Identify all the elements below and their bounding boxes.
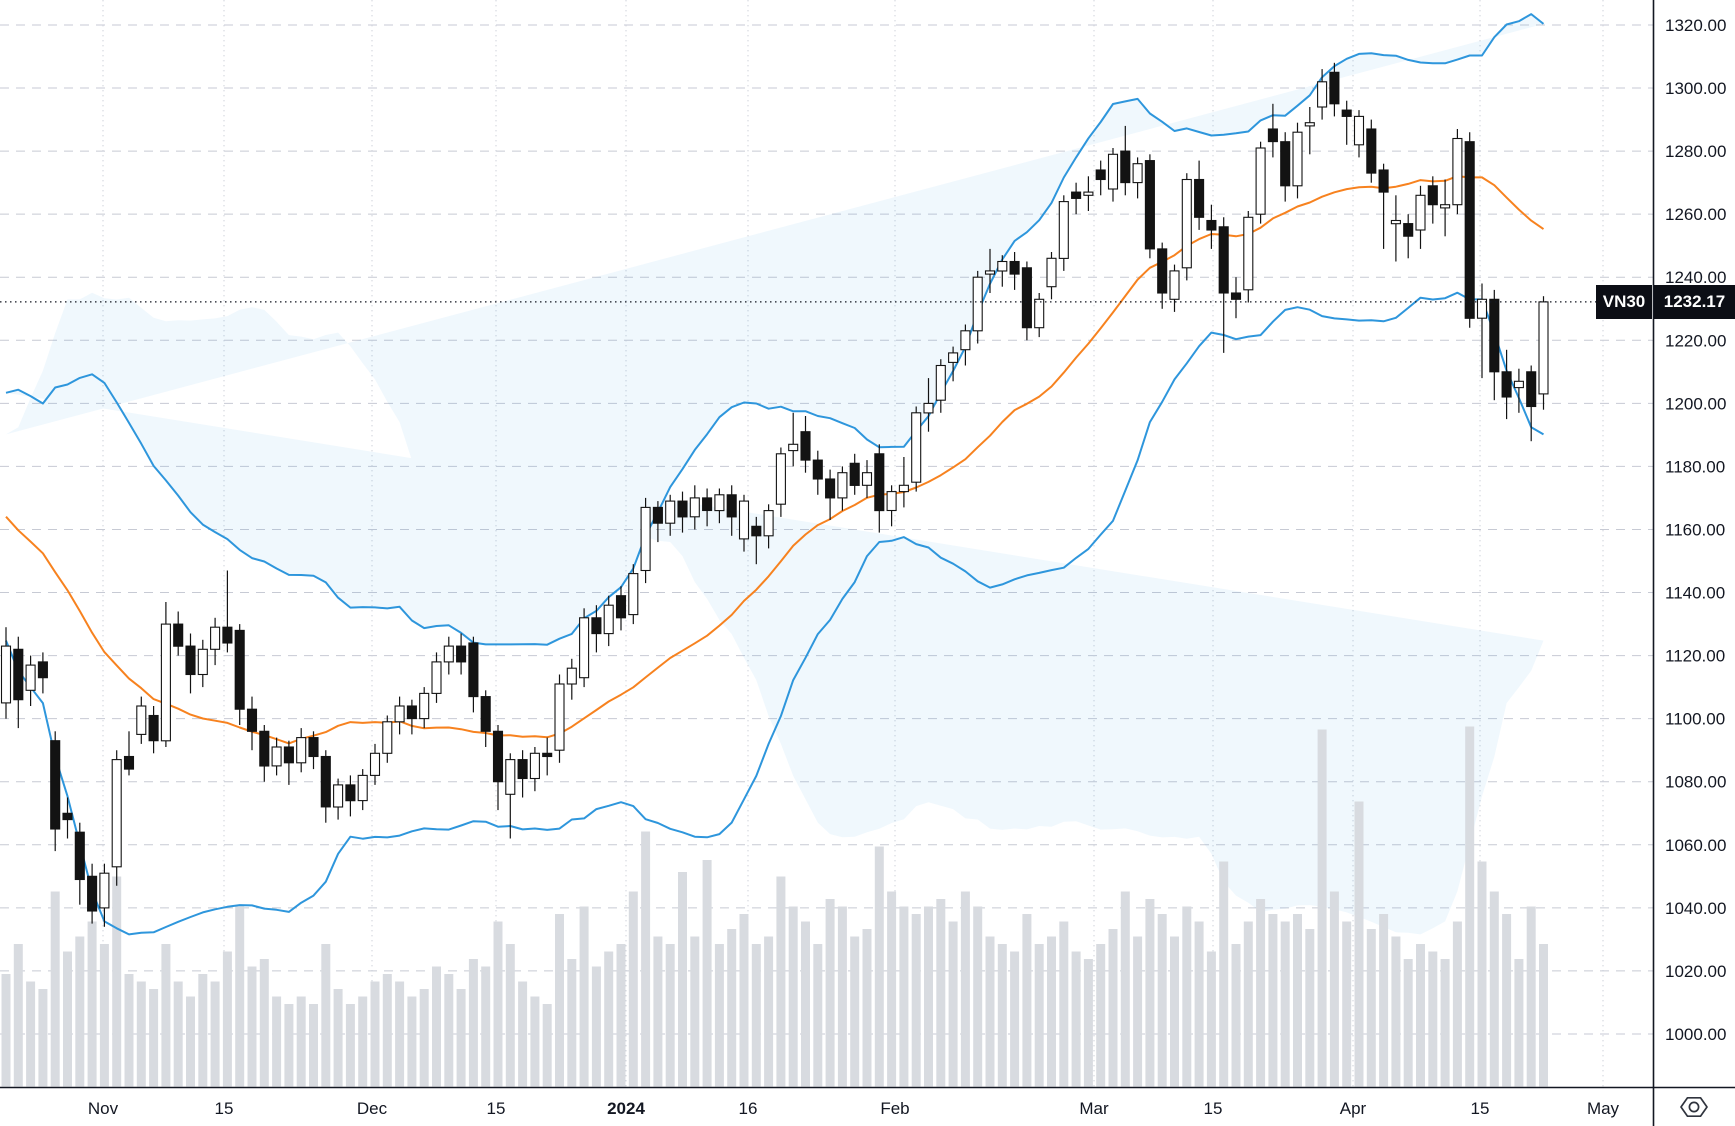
bollinger-upper-line xyxy=(5,13,1545,646)
time-tick-label: 16 xyxy=(739,1099,758,1118)
bollinger-lower-line xyxy=(5,291,1545,936)
price-axis-labels: 1320.00 1300.00 1280.00 1260.00 1240.00 1220.… xyxy=(1665,16,1726,1044)
price-tick-label: 1120.00 xyxy=(1665,647,1725,666)
time-tick-label: Nov xyxy=(88,1099,119,1118)
price-tick-label: 1040.00 xyxy=(1665,899,1726,918)
time-axis-labels: Nov 15 Dec 15 2024 16 Feb Mar 15 Apr 15 May xyxy=(88,1099,1620,1118)
price-tick-label: 1320.00 xyxy=(1665,16,1726,35)
price-scale-settings-button[interactable] xyxy=(1670,1092,1718,1122)
time-tick-label: Mar xyxy=(1079,1099,1109,1118)
grid-layer xyxy=(0,0,1653,1087)
time-tick-label: 15 xyxy=(215,1099,234,1118)
time-tick-label: 2024 xyxy=(607,1099,645,1118)
time-tick-label: Apr xyxy=(1340,1099,1367,1118)
last-price-badge: 1232.17 xyxy=(1654,285,1735,319)
time-scale[interactable] xyxy=(0,1088,1653,1126)
price-tick-label: 1140.00 xyxy=(1665,584,1725,603)
price-tick-label: 1280.00 xyxy=(1665,142,1726,161)
price-tick-label: 1240.00 xyxy=(1665,268,1726,287)
candles-layer[interactable] xyxy=(0,62,1549,927)
price-tick-label: 1080.00 xyxy=(1665,773,1726,792)
time-tick-label: Dec xyxy=(357,1099,388,1118)
price-tick-label: 1180.00 xyxy=(1665,457,1725,476)
price-tick-label: 1200.00 xyxy=(1665,394,1726,413)
price-tick-label: 1220.00 xyxy=(1665,331,1726,350)
time-tick-label: Feb xyxy=(880,1099,909,1118)
time-tick-label: May xyxy=(1587,1099,1620,1118)
symbol-badge: VN30 xyxy=(1596,285,1652,319)
price-tick-label: 1300.00 xyxy=(1665,79,1726,98)
time-tick-label: 15 xyxy=(1471,1099,1490,1118)
price-scale[interactable] xyxy=(1653,0,1735,1087)
price-tick-label: 1060.00 xyxy=(1665,836,1726,855)
time-tick-label: 15 xyxy=(1204,1099,1223,1118)
volume-layer xyxy=(1,726,1548,1087)
price-tick-label: 1260.00 xyxy=(1665,205,1726,224)
gear-icon xyxy=(1680,1096,1708,1118)
bollinger-band xyxy=(6,14,1544,935)
price-tick-label: 1160.00 xyxy=(1665,521,1725,540)
price-tick-label: 1020.00 xyxy=(1665,962,1726,981)
price-tick-label: 1000.00 xyxy=(1665,1025,1726,1044)
price-tick-label: 1100.00 xyxy=(1665,710,1725,729)
time-tick-label: 15 xyxy=(487,1099,506,1118)
